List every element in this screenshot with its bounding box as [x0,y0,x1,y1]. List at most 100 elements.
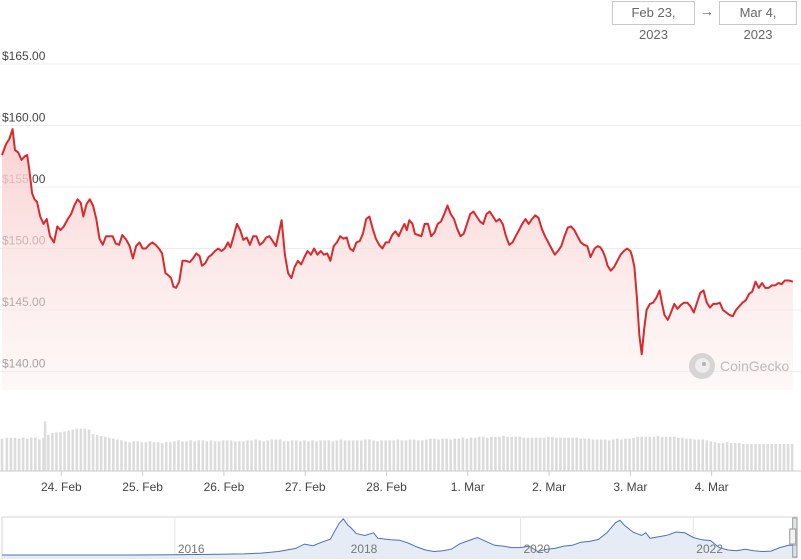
volume-bar [681,437,684,471]
volume-bar [538,437,542,471]
volume-bar [335,440,339,471]
volume-bar [778,444,782,471]
volume-bar [347,440,351,471]
volume-bar [433,438,436,471]
volume-bar [668,436,672,471]
volume-bar [546,436,550,471]
volume-bar [591,439,595,471]
volume-bar [103,436,107,471]
volume-bar [384,440,387,471]
volume-bar [274,439,278,471]
volume-bar [583,438,587,471]
volume-bar [632,437,635,471]
volume-bar [664,436,668,471]
volume-bar [116,439,119,471]
volume-bar [79,428,83,471]
volume-bar [404,440,408,471]
y-tick-label: $160.00 [2,111,46,125]
volume-bar [311,440,314,471]
volume-bar [278,439,282,471]
volume-bar [672,436,676,471]
volume-bar [351,440,355,471]
volume-bar [286,441,290,471]
volume-bar [254,439,257,471]
volume-bar [441,438,444,471]
volume-bar [185,441,188,471]
volume-bar [534,437,538,471]
volume-bar [380,440,383,471]
volume-bar [164,442,168,471]
volume-bar [648,436,652,471]
volume-bar [400,440,404,471]
volume-bar [331,441,335,471]
volume-bar [299,441,302,471]
volume-bar [372,440,375,471]
volume-bar [290,440,294,471]
volume-bar [388,440,392,471]
volume-bar [742,444,745,471]
volume-bar [693,439,696,471]
volume-bar [213,441,217,471]
volume-bar [762,444,765,471]
volume-bar [83,428,87,471]
navigator[interactable]: 2016 2018 2020 2022 [1,516,798,559]
volume-bar [258,440,261,471]
volume-bar [59,432,62,471]
volume-bar [685,438,688,471]
volume-bar [457,438,461,471]
volume-bar [91,434,95,471]
date-range-end-input[interactable]: Mar 4, 2023 [719,1,797,42]
volume-bar [420,440,424,471]
volume-bar [563,437,566,471]
volume-bar [644,436,648,471]
volume-bar [490,436,493,471]
volume-bar [595,439,599,471]
volume-bar [599,439,603,471]
x-axis-labels: 24. Feb 25. Feb 26. Feb 27. Feb 28. Feb 1. Ma… [41,471,729,494]
coingecko-gecko-icon [689,353,715,379]
volume-bar [238,441,241,471]
watermark-text: CoinGecko [720,358,790,374]
x-tick-label: 27. Feb [285,480,326,494]
volume-bar [628,438,631,471]
volume-bar [193,441,196,471]
volume-bar [355,440,359,471]
volume-bar [485,437,489,471]
volume-bar [189,440,192,471]
navigator-line [2,518,797,556]
volume-bar [233,441,237,471]
volume-bar [733,443,737,471]
volume-bar [266,440,270,471]
volume-bar [408,439,412,471]
volume-bar [445,438,448,471]
volume-bar [567,437,570,471]
volume-bar [87,429,91,471]
volume-bars [0,421,801,472]
date-range-start-input[interactable]: Feb 23, 2023 [612,1,695,42]
navigator-year-label: 2018 [351,542,378,556]
volume-bar [38,439,41,471]
volume-bar [9,437,13,471]
volume-bar [656,435,660,471]
volume-bar [124,441,127,471]
volume-bar [359,440,363,471]
volume-bar [13,437,17,471]
volume-bar [43,421,47,471]
x-tick-label: 26. Feb [204,480,245,494]
volume-bar [616,438,619,471]
navigator-year-label: 2020 [523,542,550,556]
volume-bar [47,435,50,471]
volume-bar [542,437,546,471]
volume-bar [481,436,485,471]
volume-bar [307,441,310,471]
volume-bar [786,444,790,471]
navigator-handle[interactable] [789,528,797,545]
navigator-year-label: 2016 [178,542,205,556]
volume-bar [770,444,774,471]
volume-bar [225,440,229,471]
volume-bar [323,440,327,471]
volume-bar [108,437,111,471]
volume-bar [368,439,371,471]
volume-bar [510,436,513,471]
